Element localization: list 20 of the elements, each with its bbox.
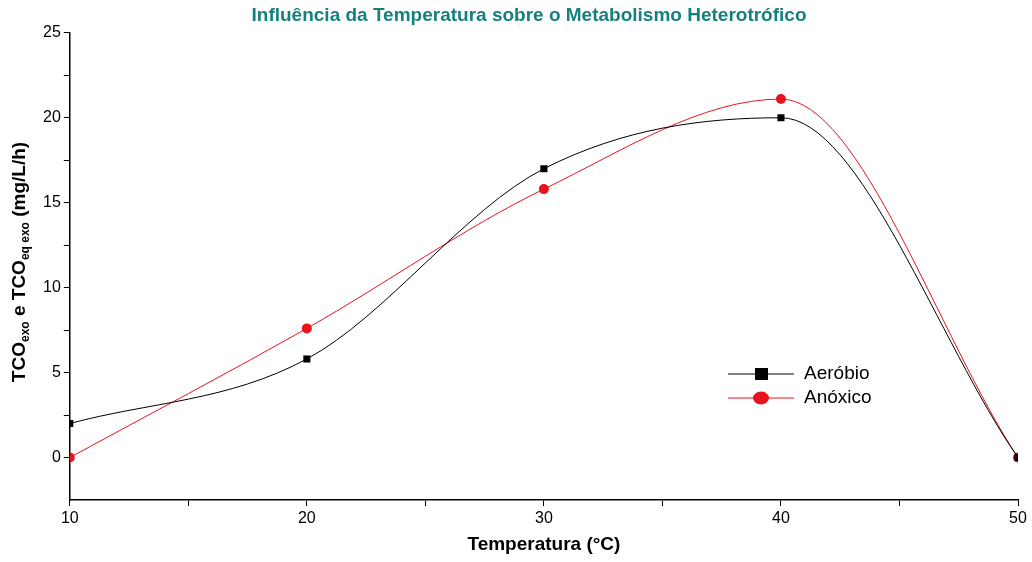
y-tick-label: 15 — [43, 193, 61, 211]
point — [775, 94, 786, 105]
x-tick-label: 50 — [1009, 509, 1027, 527]
y-tick-label: 25 — [43, 23, 61, 41]
x-tick-label: 20 — [297, 509, 316, 527]
legend-label: Anóxico — [804, 386, 872, 408]
y-tick-label: 5 — [51, 362, 61, 380]
point — [303, 355, 311, 363]
x-axis-title: Temperatura (°C) — [467, 532, 621, 554]
y-tick-label: 20 — [43, 108, 61, 126]
legend-label: Aeróbio — [804, 362, 870, 384]
y-tick-label: 10 — [43, 278, 61, 296]
x-tick-label: 30 — [535, 509, 553, 527]
y-tick-label: 0 — [51, 447, 61, 465]
point — [538, 184, 549, 195]
point — [301, 323, 312, 334]
x-tick-label: 40 — [772, 509, 790, 527]
chart-title: Influência da Temperatura sobre o Metabolismo Heterotrófico — [251, 3, 807, 25]
point — [777, 114, 785, 122]
point — [540, 165, 548, 173]
